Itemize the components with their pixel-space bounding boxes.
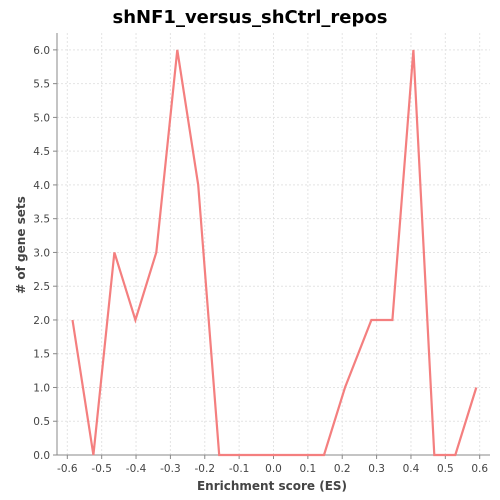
y-tick-label: 0.0 [33, 450, 50, 462]
series-layer [71, 49, 478, 457]
y-axis-label: # of gene sets [14, 196, 28, 294]
x-tick-label: 0.0 [265, 463, 282, 475]
plot-area [57, 33, 490, 455]
x-tick-label: 0.2 [334, 463, 351, 475]
x-axis-label: Enrichment score (ES) [197, 479, 347, 493]
y-tick-label: 1.5 [33, 349, 50, 361]
y-tick-label: 6.0 [33, 45, 50, 57]
x-tick-label: -0.1 [229, 463, 250, 475]
y-tick-label: 3.0 [33, 247, 50, 259]
x-tick-label: -0.4 [126, 463, 147, 475]
y-tick-label: 5.5 [33, 79, 50, 91]
y-tick-label: 1.0 [33, 382, 50, 394]
x-tick-label: 0.3 [368, 463, 385, 475]
y-tick-label: 4.0 [33, 180, 50, 192]
y-tick-label: 3.5 [33, 214, 50, 226]
y-tick-label: 4.5 [33, 146, 50, 158]
x-tick-label: 0.6 [471, 463, 488, 475]
x-tick-label: 0.1 [300, 463, 317, 475]
chart-title: shNF1_versus_shCtrl_repos [113, 7, 388, 28]
x-tick-label: -0.5 [91, 463, 112, 475]
x-tick-label: 0.4 [403, 463, 420, 475]
series-line [71, 49, 478, 457]
y-tick-label: 2.5 [33, 281, 50, 293]
y-tick-label: 5.0 [33, 112, 50, 124]
x-tick-label: -0.6 [57, 463, 78, 475]
x-tick-label: -0.2 [195, 463, 216, 475]
y-tick-label: 2.0 [33, 315, 50, 327]
x-tick-label: -0.3 [160, 463, 181, 475]
y-tick-label: 0.5 [33, 416, 50, 428]
x-tick-label: 0.5 [437, 463, 454, 475]
